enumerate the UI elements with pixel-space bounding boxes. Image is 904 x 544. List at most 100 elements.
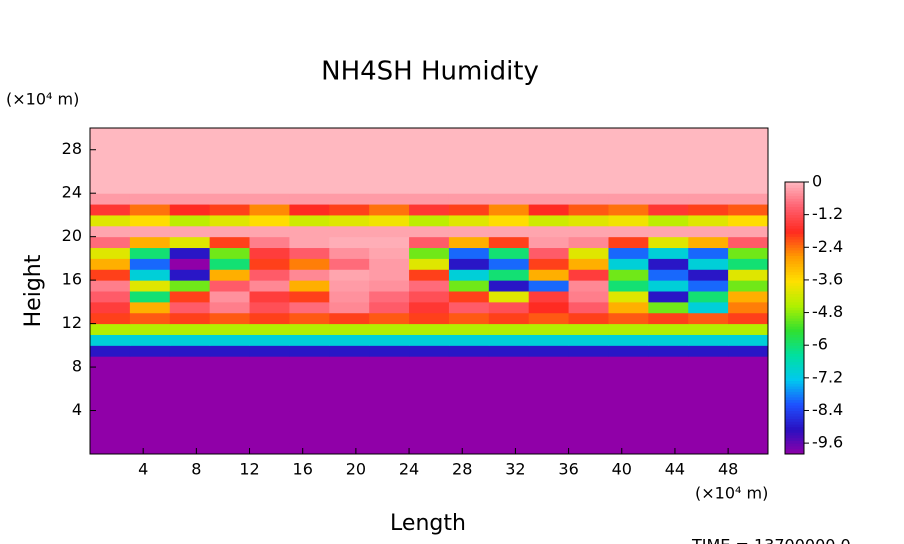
heat-cell <box>369 204 410 216</box>
heat-cell <box>409 258 450 270</box>
heat-cell <box>90 399 131 412</box>
heat-cell <box>528 334 570 346</box>
x-tick-label: 32 <box>505 460 525 479</box>
heat-cell <box>568 399 609 412</box>
heat-cell <box>448 171 490 183</box>
heat-cell <box>648 410 689 422</box>
heat-cell <box>209 247 251 259</box>
heat-cell <box>568 388 609 401</box>
heat-cell <box>249 301 290 314</box>
heat-cell <box>409 410 450 422</box>
heat-cell <box>289 204 330 216</box>
heat-cell <box>129 323 171 335</box>
heat-cell <box>608 160 649 172</box>
heat-cell <box>648 323 689 335</box>
heat-cell <box>249 399 290 412</box>
heat-cell <box>448 128 490 140</box>
heat-cell <box>728 345 769 357</box>
heat-cell <box>728 399 769 412</box>
colorbar-segment <box>785 288 804 292</box>
heat-cell <box>608 149 649 162</box>
heat-cell <box>90 443 131 455</box>
x-tick-label: 16 <box>293 460 313 479</box>
colorbar-segment <box>785 326 804 330</box>
heat-cell <box>289 443 330 455</box>
x-units: (×10⁴ m) <box>695 484 768 503</box>
heat-cell <box>209 399 251 412</box>
heat-cell <box>448 225 490 238</box>
x-axis-label: Length <box>390 511 466 536</box>
heat-cell <box>409 432 450 444</box>
heat-cell <box>289 138 330 151</box>
heat-cell <box>249 182 290 194</box>
heat-cell <box>169 334 211 346</box>
heat-cell <box>608 182 649 194</box>
heat-cell <box>448 410 490 422</box>
heat-cell <box>648 182 689 194</box>
heat-cell <box>369 432 410 444</box>
heat-cell <box>249 269 290 281</box>
heat-cell <box>448 258 490 270</box>
heat-cell <box>249 432 290 444</box>
heat-cell <box>329 388 370 401</box>
heat-cell <box>169 171 211 183</box>
heat-cell <box>688 258 729 270</box>
colorbar-segment <box>785 274 804 278</box>
heat-cell <box>209 204 251 216</box>
colorbar-segment <box>785 258 804 262</box>
heat-cell <box>169 193 211 205</box>
heat-cell <box>369 356 410 368</box>
heat-cell <box>448 388 490 401</box>
heat-cell <box>568 214 609 227</box>
heat-cell <box>568 236 609 249</box>
colorbar-segment <box>785 345 804 349</box>
heat-cell <box>488 236 530 249</box>
heat-cell <box>568 280 609 292</box>
heat-cell <box>249 171 290 183</box>
colorbar-tick-label: -8.4 <box>812 400 843 419</box>
colorbar-segment <box>785 410 804 414</box>
colorbar-segment <box>785 315 804 319</box>
heat-cell <box>688 149 729 162</box>
heat-cell <box>129 377 171 390</box>
heat-cell <box>129 182 171 194</box>
heat-cell <box>648 301 689 314</box>
heat-cell <box>329 367 370 379</box>
heat-cell <box>90 301 131 314</box>
x-tick-label: 8 <box>191 460 201 479</box>
colorbar-segment <box>785 309 804 314</box>
heat-cell <box>608 367 649 379</box>
heat-cell <box>448 149 490 162</box>
colorbar-segment <box>785 347 804 352</box>
heat-cell <box>409 214 450 227</box>
heat-cell <box>568 258 609 270</box>
heat-cell <box>169 269 211 281</box>
heat-cell <box>608 225 649 238</box>
heat-cell <box>249 356 290 368</box>
heat-cell <box>448 280 490 292</box>
plot-frame <box>89 127 769 455</box>
heat-cell <box>409 421 450 433</box>
heat-cell <box>608 410 649 422</box>
heat-cell <box>488 225 530 238</box>
heat-cell <box>448 301 490 314</box>
heat-cell <box>209 356 251 368</box>
heat-cell <box>90 323 131 335</box>
heat-cell <box>728 236 769 249</box>
colorbar-segment <box>785 282 804 286</box>
heat-cell <box>369 345 410 357</box>
heat-cell <box>90 236 131 249</box>
colorbar-segment <box>785 304 804 308</box>
heat-cell <box>209 171 251 183</box>
heat-cell <box>289 171 330 183</box>
heat-cell <box>528 323 570 335</box>
colorbar-segment <box>785 233 804 237</box>
heat-cell <box>648 432 689 444</box>
heat-cell <box>728 301 769 314</box>
colorbar-segment <box>785 391 804 395</box>
heat-cell <box>608 323 649 335</box>
heat-cell <box>329 301 370 314</box>
heat-cell <box>728 149 769 162</box>
heat-cell <box>289 128 330 140</box>
heat-cell <box>448 323 490 335</box>
